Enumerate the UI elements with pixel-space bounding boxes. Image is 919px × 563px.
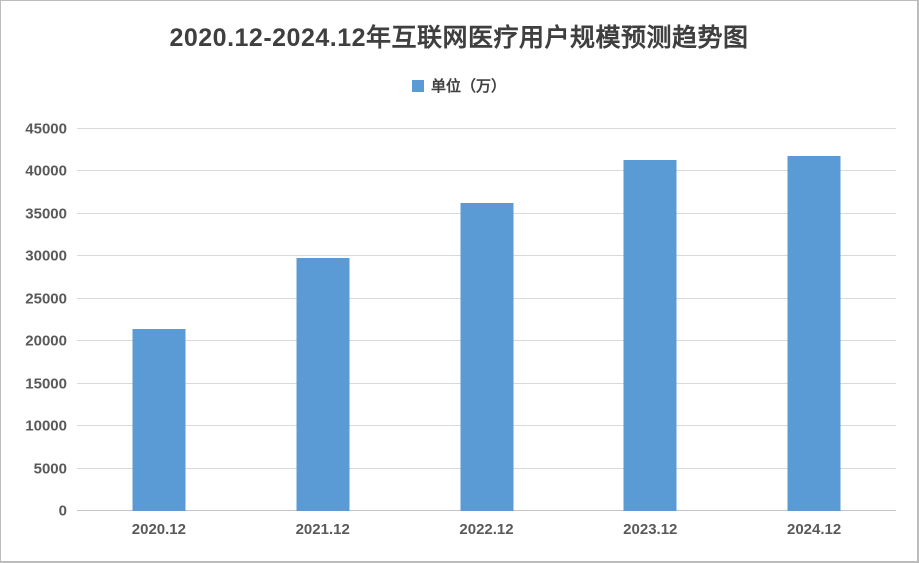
chart-title: 2020.12-2024.12年互联网医疗用户规模预测趋势图: [169, 24, 749, 52]
y-axis-labels: 0 5000 10000 15000 20000 25000 30000 35000 40000…: [1, 122, 67, 519]
gridline: [77, 170, 896, 172]
y-tick-label: 45000: [25, 120, 67, 138]
bar-2024.12[interactable]: [787, 156, 841, 511]
bar-2022.12[interactable]: [460, 202, 513, 511]
legend-label: 单位（万）: [430, 78, 506, 95]
y-tick-label: 40000: [25, 162, 67, 180]
y-tick-label: 30000: [25, 247, 67, 265]
bar-2021.12[interactable]: [296, 258, 350, 511]
x-tick-label: 2024.12: [786, 521, 842, 538]
y-tick-label: 20000: [25, 332, 67, 350]
bar-2020.12[interactable]: [132, 328, 186, 511]
y-tick-label: 35000: [25, 205, 67, 223]
bar-2023.12[interactable]: [623, 159, 677, 511]
y-tick-label: 5000: [33, 460, 67, 478]
x-tick-label: 2020.12: [131, 521, 187, 538]
x-tick-label: 2021.12: [295, 521, 350, 538]
x-tick-label: 2023.12: [623, 521, 678, 538]
y-tick-label: 25000: [25, 290, 67, 308]
plot-area: [77, 128, 896, 511]
y-tick-label: 10000: [25, 417, 67, 435]
y-tick-label: 15000: [25, 375, 67, 393]
legend[interactable]: 单位（万）: [1, 75, 917, 96]
y-tick-label: 0: [58, 502, 67, 520]
gridline: [77, 128, 896, 129]
x-tick-label: 2022.12: [459, 521, 514, 538]
x-axis-labels: 2020.12 2021.12 2022.12 2023.12 2024.12: [77, 521, 896, 547]
legend-swatch-icon: [411, 79, 424, 92]
